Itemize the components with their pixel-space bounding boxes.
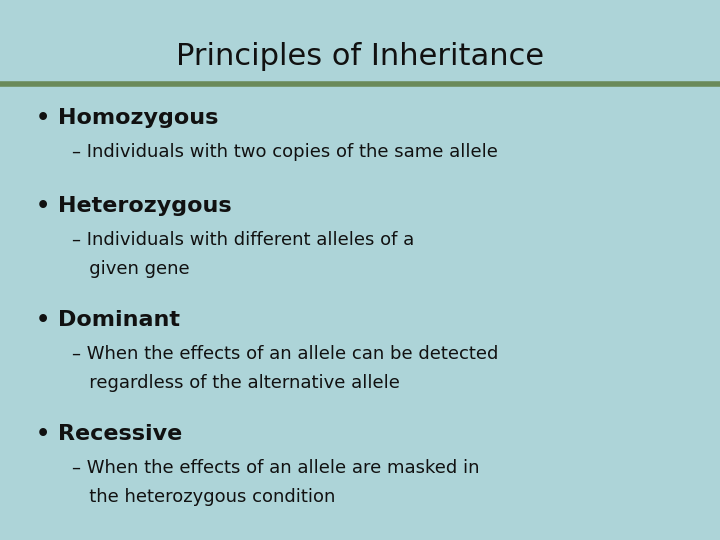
Text: – When the effects of an allele are masked in: – When the effects of an allele are mask… xyxy=(72,459,480,477)
Text: regardless of the alternative allele: regardless of the alternative allele xyxy=(72,374,400,391)
Text: – Individuals with different alleles of a: – Individuals with different alleles of … xyxy=(72,231,414,249)
Text: • Homozygous: • Homozygous xyxy=(36,108,218,128)
Text: • Dominant: • Dominant xyxy=(36,310,180,330)
Text: Principles of Inheritance: Principles of Inheritance xyxy=(176,42,544,71)
Text: the heterozygous condition: the heterozygous condition xyxy=(72,488,336,505)
Text: – Individuals with two copies of the same allele: – Individuals with two copies of the sam… xyxy=(72,143,498,161)
Text: given gene: given gene xyxy=(72,260,189,278)
Text: • Heterozygous: • Heterozygous xyxy=(36,196,232,216)
Text: • Recessive: • Recessive xyxy=(36,424,182,444)
Text: – When the effects of an allele can be detected: – When the effects of an allele can be d… xyxy=(72,345,498,363)
